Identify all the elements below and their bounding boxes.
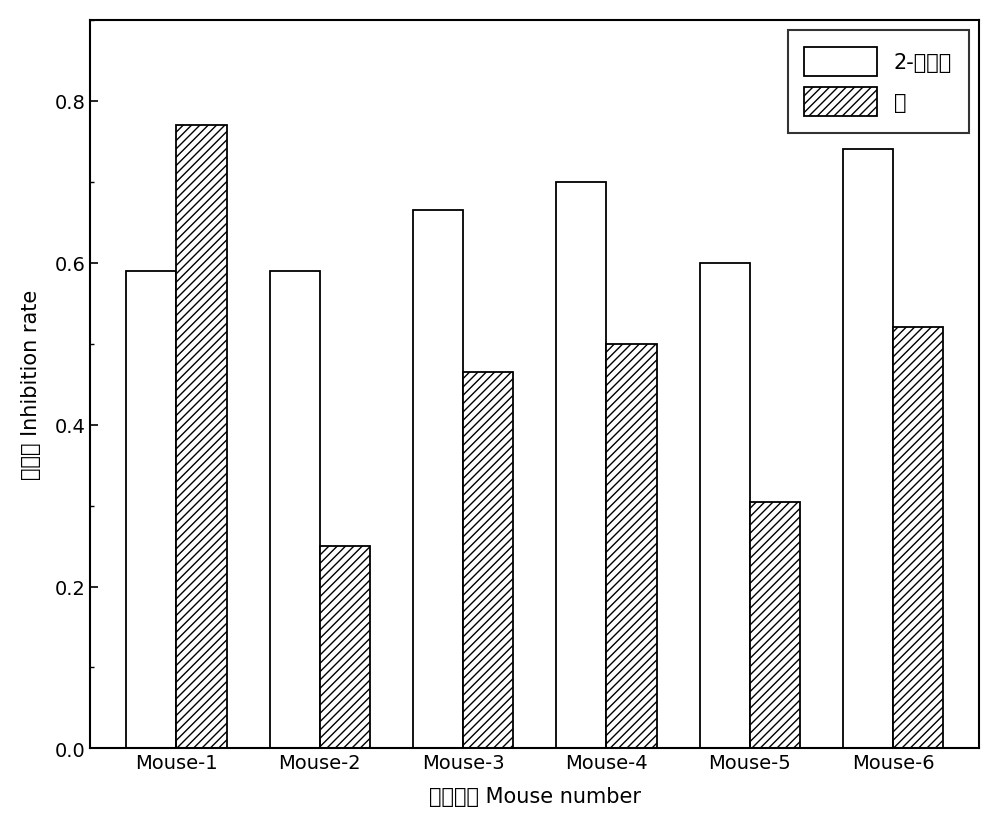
- Y-axis label: 抑制率 Inhibition rate: 抑制率 Inhibition rate: [21, 289, 41, 480]
- Bar: [176, 126, 227, 748]
- Bar: [320, 547, 370, 748]
- Bar: [606, 344, 657, 748]
- Bar: [893, 328, 943, 748]
- Bar: [700, 263, 750, 748]
- Bar: [556, 183, 606, 748]
- Bar: [270, 271, 320, 748]
- Bar: [750, 502, 800, 748]
- Bar: [843, 151, 893, 748]
- Legend: 2-萌丁酸, 萌: 2-萌丁酸, 萌: [788, 31, 969, 134]
- X-axis label: 小鼠编号 Mouse number: 小鼠编号 Mouse number: [429, 786, 641, 806]
- Bar: [463, 372, 513, 748]
- Bar: [413, 211, 463, 748]
- Bar: [126, 271, 176, 748]
